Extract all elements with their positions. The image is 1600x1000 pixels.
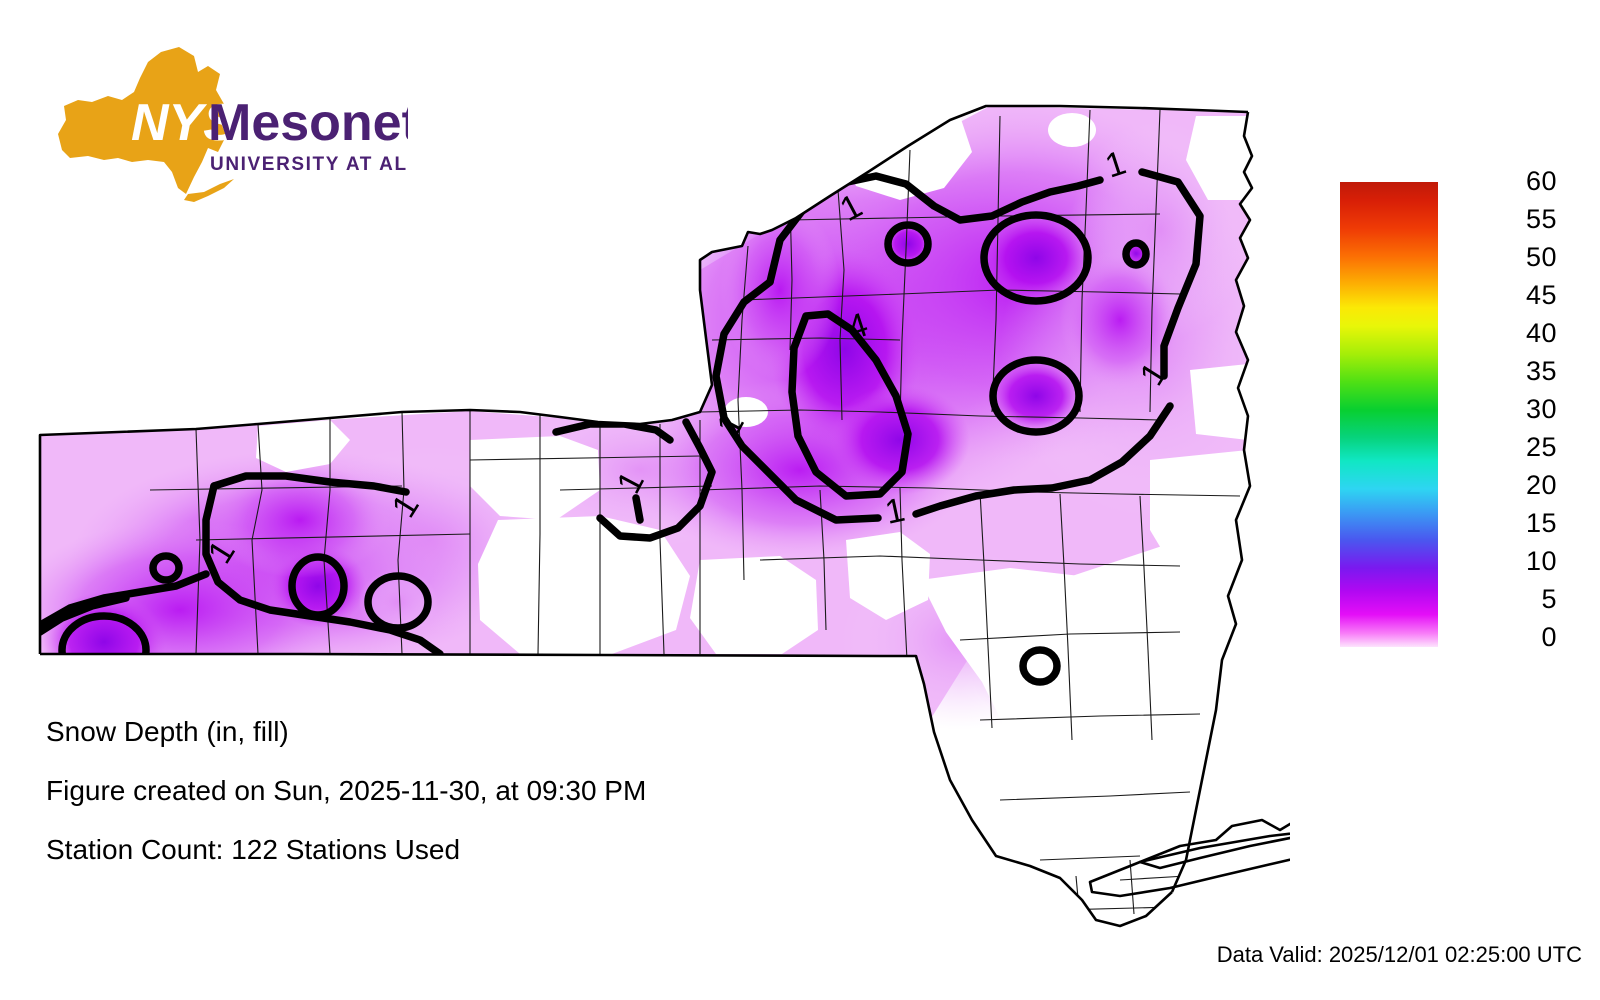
station-count-text: Station Count: 122 Stations Used — [46, 834, 461, 865]
contour-1in-west-adk — [712, 278, 882, 524]
contour-ring-d — [989, 356, 1083, 436]
colorbar-tick-45: 45 — [1525, 280, 1557, 310]
contour-ring-b — [980, 211, 1092, 305]
colorbar-tick-20: 20 — [1525, 470, 1557, 500]
contour-1in-fingerlakes — [632, 494, 644, 524]
snow-depth-map: 1 1 4 1 1 1 1 1 1 — [0, 20, 1290, 940]
data-valid-text: Data Valid: 2025/12/01 02:25:00 UTC — [1216, 942, 1582, 967]
figure-info-block: Snow Depth (in, fill) Figure created on … — [46, 718, 886, 895]
nys-mesonet-logo: NYS Mesonet UNIVERSITY AT ALBANY — [48, 44, 408, 209]
colorbar-tick-40: 40 — [1525, 318, 1557, 348]
colorbar-tick-5: 5 — [1541, 584, 1557, 614]
contour-ring-a — [884, 221, 932, 267]
contour-1in-northeast — [1138, 168, 1204, 380]
colorbar-tick-50: 50 — [1525, 242, 1557, 272]
colorbar-tick-35: 35 — [1525, 356, 1557, 386]
nys-state-silhouette — [58, 47, 234, 202]
colorbar-tick-55: 55 — [1525, 204, 1557, 234]
figure-created-text: Figure created on Sun, 2025-11-30, at 09… — [46, 775, 647, 806]
colorbar-tick-labels: 60 55 50 45 40 35 30 25 20 15 10 5 0 — [1443, 168, 1563, 668]
colorbar-tick-25: 25 — [1525, 432, 1557, 462]
contour-lines — [40, 168, 1204, 688]
colorbar-tick-30: 30 — [1525, 394, 1557, 424]
colorbar-gradient — [1340, 182, 1438, 647]
contour-1in-lakeerie — [202, 482, 444, 658]
contour-1in-central — [596, 418, 716, 542]
colorbar-tick-60: 60 — [1525, 166, 1557, 196]
state-outline — [38, 104, 1290, 928]
figure-title: Snow Depth (in, fill) — [46, 716, 289, 747]
colorbar-tick-15: 15 — [1525, 508, 1557, 538]
colorbar: 60 55 50 45 40 35 30 25 20 15 10 5 0 — [1335, 168, 1585, 668]
county-boundaries — [149, 109, 1241, 921]
logo-subtitle-text: UNIVERSITY AT ALBANY — [210, 154, 408, 175]
logo-nys-text: NYS — [131, 94, 238, 152]
contour-ring-c — [1122, 239, 1150, 269]
contour-4in-tughill — [788, 310, 912, 500]
contour-ring-f — [288, 553, 348, 619]
contour-1in-swny — [40, 570, 210, 628]
contour-1in-chautauqua — [40, 594, 130, 636]
contour-1in-oswego — [552, 420, 674, 444]
logo-mesonet-text: Mesonet — [208, 94, 408, 152]
contour-ring-h — [149, 552, 183, 584]
contour-ring-g — [364, 572, 432, 632]
colorbar-tick-0: 0 — [1541, 622, 1557, 652]
snow-depth-fill-layer — [40, 106, 1252, 926]
colorbar-tick-10: 10 — [1525, 546, 1557, 576]
contour-ring-e — [1019, 646, 1061, 686]
contour-1in-wny — [210, 472, 410, 496]
contour-1in-east — [912, 402, 1174, 518]
